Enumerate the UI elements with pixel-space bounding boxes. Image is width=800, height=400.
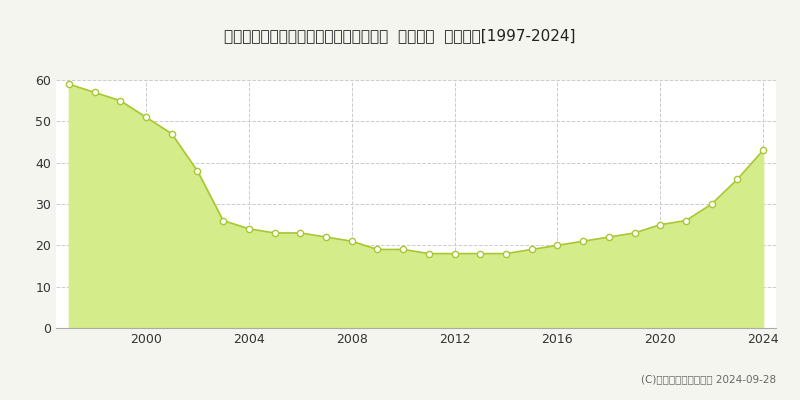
Text: 福岡県福岡市東区多の津２丁目７番２２  基準地価  地価推移[1997-2024]: 福岡県福岡市東区多の津２丁目７番２２ 基準地価 地価推移[1997-2024]	[224, 28, 576, 43]
Text: (C)土地価格ドットコム 2024-09-28: (C)土地価格ドットコム 2024-09-28	[641, 374, 776, 384]
